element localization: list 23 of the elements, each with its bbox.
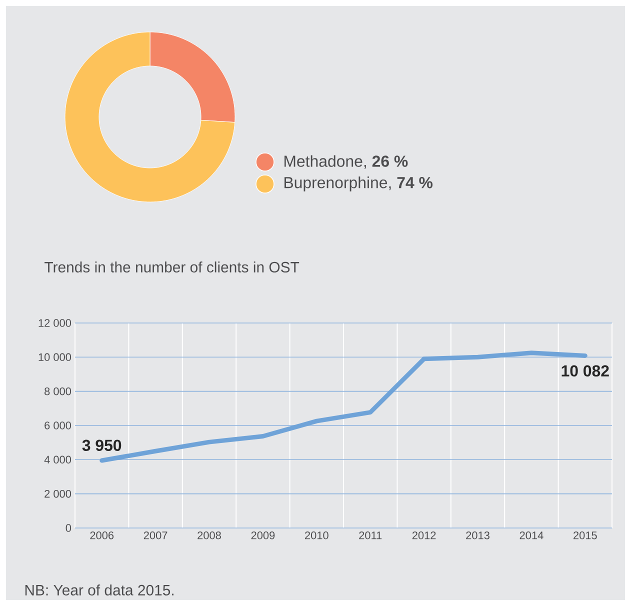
chart-title: Trends in the number of clients in OST xyxy=(44,262,300,272)
x-tick-label: 2010 xyxy=(305,532,328,540)
x-tick-label: 2008 xyxy=(198,532,221,540)
x-tick-label: 2012 xyxy=(412,532,436,540)
x-tick-label: 2006 xyxy=(90,532,114,540)
y-tick-label: 2 000 xyxy=(44,490,72,498)
y-tick-label: 0 xyxy=(66,524,72,532)
x-tick-label: 2013 xyxy=(466,532,490,540)
x-tick-label: 2007 xyxy=(144,532,168,540)
text: 3 950 xyxy=(82,440,122,451)
text: 10 082 xyxy=(562,365,609,377)
y-tick-label: 8 000 xyxy=(44,387,72,396)
legend-label: Buprenorphine, 74 % xyxy=(284,176,433,192)
legend-label: Methadone, 26 % xyxy=(284,155,408,169)
x-tick-label: 2014 xyxy=(520,532,544,540)
x-tick-label: 2015 xyxy=(574,532,597,540)
x-tick-label: 2011 xyxy=(359,532,382,540)
text: NB: Year of data 2015. xyxy=(25,584,174,596)
y-tick-label: 6 000 xyxy=(44,422,72,430)
x-tick-label: 2009 xyxy=(251,532,275,540)
y-tick-label: 12 000 xyxy=(38,319,72,327)
y-tick-label: 4 000 xyxy=(44,456,72,464)
y-tick-label: 10 000 xyxy=(38,353,72,362)
